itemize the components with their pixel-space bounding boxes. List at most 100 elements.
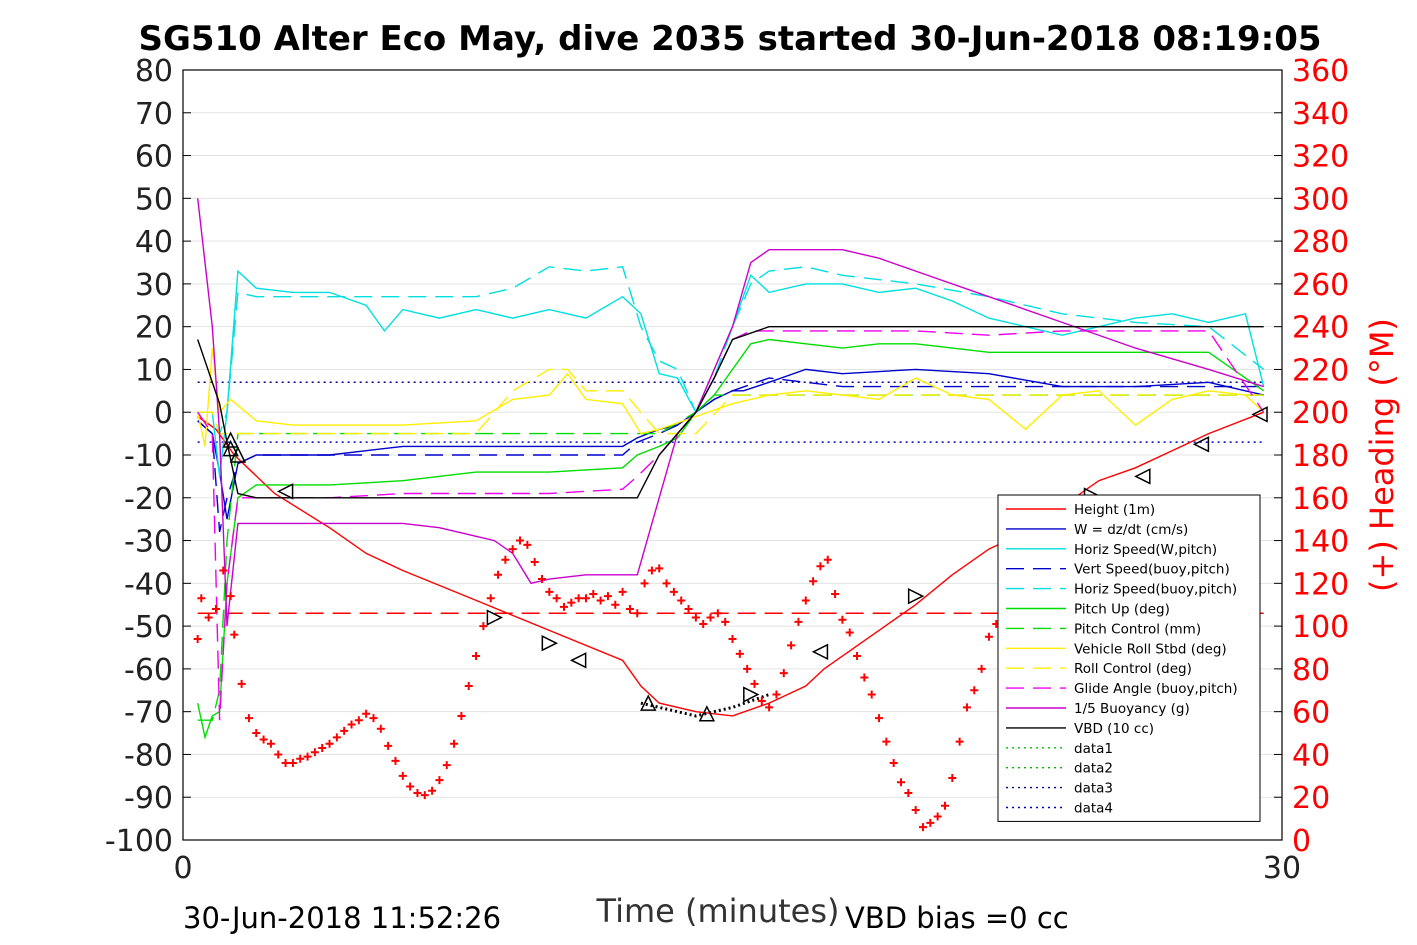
series-line bbox=[197, 338, 1265, 740]
apogee-dotted-line bbox=[640, 693, 770, 718]
y-tick-label: -70 bbox=[124, 696, 173, 731]
heading-point bbox=[926, 818, 935, 827]
heading-point bbox=[809, 577, 818, 586]
heading-point bbox=[867, 690, 876, 699]
y-right-tick-label: 100 bbox=[1292, 610, 1349, 645]
turn-marker bbox=[1251, 406, 1268, 423]
heading-point bbox=[933, 812, 942, 821]
heading-point bbox=[684, 605, 693, 613]
footer-timestamp: 30-Jun-2018 11:52:26 bbox=[183, 901, 501, 935]
y-axis-right: 3603403203002802602402202001801601401201… bbox=[1274, 54, 1349, 859]
heading-point bbox=[464, 682, 473, 690]
legend-label: Horiz Speed(buoy,pitch) bbox=[1074, 582, 1237, 598]
heading-point bbox=[523, 540, 532, 549]
heading-point bbox=[516, 536, 525, 545]
heading-point bbox=[765, 703, 774, 712]
turn-marker bbox=[276, 483, 294, 500]
heading-point bbox=[640, 579, 649, 588]
heading-point bbox=[750, 679, 759, 688]
heading-point bbox=[479, 622, 488, 631]
y-tick-label: -30 bbox=[124, 525, 173, 560]
heading-point bbox=[472, 652, 481, 661]
heading-point bbox=[450, 739, 459, 748]
y-right-tick-label: 80 bbox=[1292, 653, 1330, 688]
legend-label: VBD (10 cc) bbox=[1074, 721, 1154, 737]
heading-point bbox=[728, 634, 737, 643]
x-tick-label: 30 bbox=[1263, 851, 1301, 886]
y-right-tick-label: 120 bbox=[1292, 567, 1349, 602]
y-tick-label: 10 bbox=[135, 353, 173, 388]
heading-point bbox=[904, 788, 913, 797]
y-right-tick-label: 300 bbox=[1292, 182, 1349, 217]
y-tick-label: 60 bbox=[135, 140, 173, 175]
heading-point bbox=[713, 609, 722, 618]
legend-label: data4 bbox=[1074, 801, 1113, 817]
heading-point bbox=[193, 634, 202, 643]
heading-point bbox=[860, 673, 869, 682]
heading-point bbox=[787, 641, 796, 650]
series-line bbox=[197, 266, 1265, 436]
heading-point bbox=[230, 630, 239, 639]
turn-marker bbox=[1134, 468, 1151, 485]
heading-point bbox=[677, 596, 686, 605]
y-right-tick-label: 340 bbox=[1292, 97, 1349, 132]
heading-point bbox=[574, 594, 583, 603]
y-right-tick-label: 200 bbox=[1292, 396, 1349, 431]
heading-point bbox=[413, 788, 422, 797]
heading-point bbox=[633, 609, 642, 618]
chart-title: SG510 Alter Eco May, dive 2035 started 3… bbox=[138, 19, 1321, 59]
heading-point bbox=[530, 557, 539, 566]
heading-point bbox=[211, 605, 220, 613]
turn-marker bbox=[222, 431, 239, 448]
heading-point bbox=[347, 720, 356, 729]
heading-point bbox=[611, 600, 620, 609]
heading-point bbox=[823, 555, 832, 564]
heading-point bbox=[545, 587, 554, 596]
legend-label: Horiz Speed(W,pitch) bbox=[1074, 542, 1217, 558]
x-tick-label: 0 bbox=[173, 851, 192, 886]
heading-point bbox=[384, 741, 393, 750]
legend: Height (1m) W = dz/dt (cm/s) Horiz Speed(W… bbox=[997, 494, 1261, 822]
heading-point bbox=[940, 801, 949, 810]
y-right-tick-label: 140 bbox=[1292, 525, 1349, 560]
y-right-tick-label: 360 bbox=[1292, 54, 1349, 89]
heading-point bbox=[435, 776, 444, 785]
heading-point bbox=[581, 594, 590, 603]
y-tick-label: -10 bbox=[124, 439, 173, 474]
heading-point bbox=[838, 615, 847, 624]
y-tick-label: -100 bbox=[105, 824, 173, 859]
heading-point bbox=[252, 729, 261, 738]
heading-point bbox=[398, 771, 407, 780]
heading-point bbox=[691, 613, 700, 622]
heading-point bbox=[977, 664, 986, 673]
y-tick-label: 20 bbox=[135, 311, 173, 346]
legend-label: 1/5 Buoyancy (g) bbox=[1074, 701, 1190, 717]
heading-point bbox=[948, 773, 957, 782]
heading-point bbox=[508, 545, 517, 554]
legend-label: data2 bbox=[1074, 761, 1113, 777]
legend-label: Vehicle Roll Stbd (deg) bbox=[1074, 641, 1227, 657]
heading-point bbox=[274, 750, 283, 759]
y-tick-label: -20 bbox=[124, 482, 173, 517]
heading-point bbox=[428, 786, 437, 795]
heading-point bbox=[743, 664, 752, 673]
heading-point bbox=[296, 754, 305, 763]
heading-point bbox=[340, 726, 349, 735]
y-right-tick-label: 240 bbox=[1292, 311, 1349, 346]
heading-point bbox=[721, 617, 730, 626]
heading-point bbox=[779, 669, 788, 678]
heading-point bbox=[420, 791, 429, 800]
heading-point bbox=[882, 737, 891, 746]
y-right-tick-label: 260 bbox=[1292, 268, 1349, 303]
heading-point bbox=[816, 562, 825, 571]
heading-point bbox=[706, 613, 715, 622]
x-axis: 0 30 bbox=[173, 832, 1301, 886]
heading-point bbox=[318, 744, 327, 753]
y-right-tick-label: 320 bbox=[1292, 140, 1349, 175]
y-tick-label: 40 bbox=[135, 225, 173, 260]
heading-point bbox=[391, 756, 400, 765]
heading-point bbox=[406, 782, 415, 791]
heading-point bbox=[325, 739, 334, 748]
heading-point bbox=[897, 778, 906, 787]
heading-point bbox=[567, 598, 576, 607]
